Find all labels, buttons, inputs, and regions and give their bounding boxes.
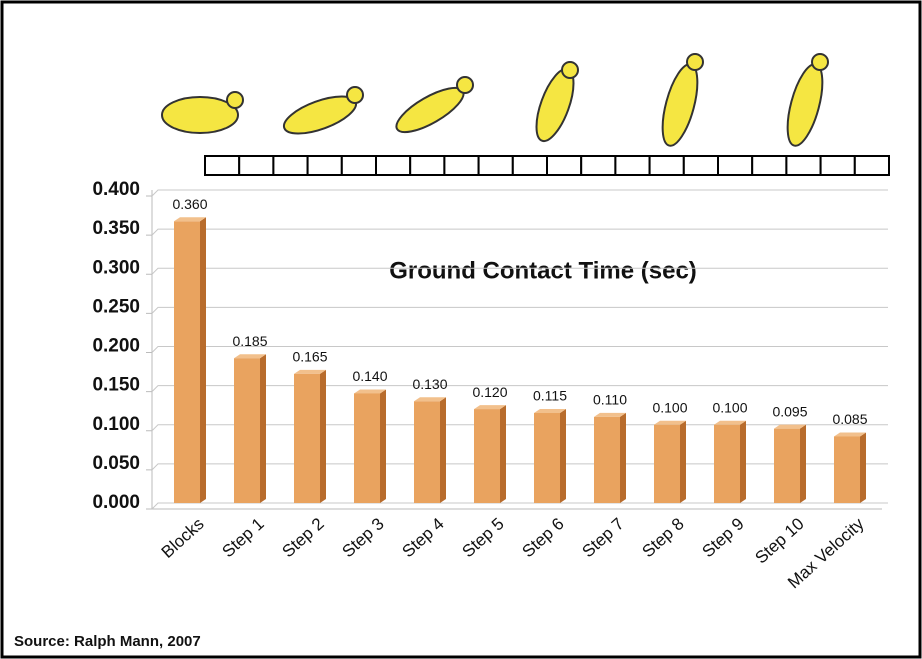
grid-line xyxy=(151,306,888,314)
grid-line xyxy=(151,502,888,510)
bar xyxy=(294,373,320,503)
value-label: 0.085 xyxy=(832,411,867,427)
bar-top xyxy=(714,420,746,425)
grid-line xyxy=(151,385,888,392)
box xyxy=(580,155,617,176)
value-label: 0.115 xyxy=(533,388,567,404)
value-label: 0.140 xyxy=(352,368,387,384)
bar-side xyxy=(800,424,806,503)
grid-line xyxy=(151,189,888,197)
y-tick-label: 0.300 xyxy=(92,257,140,278)
y-tick-label: 0.250 xyxy=(92,296,140,317)
bar-side xyxy=(680,420,686,503)
bar-side xyxy=(320,369,326,503)
bar-side xyxy=(620,412,626,503)
runner-strip xyxy=(161,53,829,147)
value-label: 0.110 xyxy=(593,392,627,408)
box xyxy=(511,155,548,176)
chart-title: Ground Contact Time (sec) xyxy=(389,257,697,284)
box xyxy=(340,155,377,176)
bar xyxy=(534,413,560,503)
bar xyxy=(834,436,860,503)
box xyxy=(546,155,583,176)
bar-top xyxy=(534,409,566,414)
bar xyxy=(774,428,800,503)
value-label: 0.360 xyxy=(172,196,207,212)
value-label: 0.100 xyxy=(712,399,747,415)
box xyxy=(306,155,343,176)
bar-top xyxy=(354,389,386,394)
box xyxy=(204,155,241,176)
bar-top xyxy=(174,217,206,222)
box xyxy=(272,155,309,176)
bar xyxy=(354,393,380,503)
y-tick-label: 0.100 xyxy=(92,414,140,435)
y-tick-label: 0.350 xyxy=(92,218,140,239)
bar xyxy=(654,424,680,503)
y-tick-label: 0.200 xyxy=(92,336,140,357)
value-label: 0.095 xyxy=(772,403,807,419)
grid-line xyxy=(151,424,888,432)
bar-top xyxy=(654,420,686,425)
bar-side xyxy=(380,389,386,503)
box xyxy=(375,155,412,176)
box xyxy=(614,155,651,176)
bar-top xyxy=(294,369,326,374)
value-label: 0.185 xyxy=(232,333,267,349)
box xyxy=(853,155,890,176)
grid-line xyxy=(151,463,888,471)
bar-side xyxy=(860,432,866,503)
box-strip xyxy=(204,155,890,176)
value-label: 0.120 xyxy=(472,384,507,400)
value-label: 0.165 xyxy=(292,349,327,365)
bar xyxy=(174,221,200,504)
bar-side xyxy=(740,420,746,503)
bar-side xyxy=(500,405,506,503)
bar-side xyxy=(440,397,446,503)
y-tick-label: 0.000 xyxy=(92,492,140,513)
box xyxy=(682,155,719,176)
bar-side xyxy=(200,217,206,504)
bar-top xyxy=(474,405,506,410)
grid-line xyxy=(151,228,888,236)
y-tick-label: 0.400 xyxy=(92,179,140,200)
box xyxy=(785,155,822,176)
box xyxy=(648,155,685,176)
bar xyxy=(714,424,740,503)
box xyxy=(443,155,480,176)
bar xyxy=(474,409,500,503)
bar-top xyxy=(234,354,266,359)
box xyxy=(409,155,446,176)
bar xyxy=(414,401,440,503)
bar-side xyxy=(560,409,566,503)
box xyxy=(717,155,754,176)
box xyxy=(819,155,856,176)
bar xyxy=(594,416,620,503)
value-label: 0.130 xyxy=(412,376,447,392)
y-tick-label: 0.050 xyxy=(92,453,140,474)
bar-top xyxy=(834,432,866,437)
grid-line xyxy=(151,267,888,275)
source: Source: Ralph Mann, 2007 xyxy=(14,633,201,650)
bar xyxy=(234,358,260,503)
bar-top xyxy=(774,424,806,429)
box xyxy=(238,155,275,176)
value-label: 0.100 xyxy=(652,399,687,415)
box xyxy=(477,155,514,176)
bar-top xyxy=(594,412,626,417)
grid-line xyxy=(151,346,888,353)
y-tick-label: 0.150 xyxy=(92,375,140,396)
box xyxy=(751,155,788,176)
bar-top xyxy=(414,397,446,402)
bar-side xyxy=(260,354,266,503)
